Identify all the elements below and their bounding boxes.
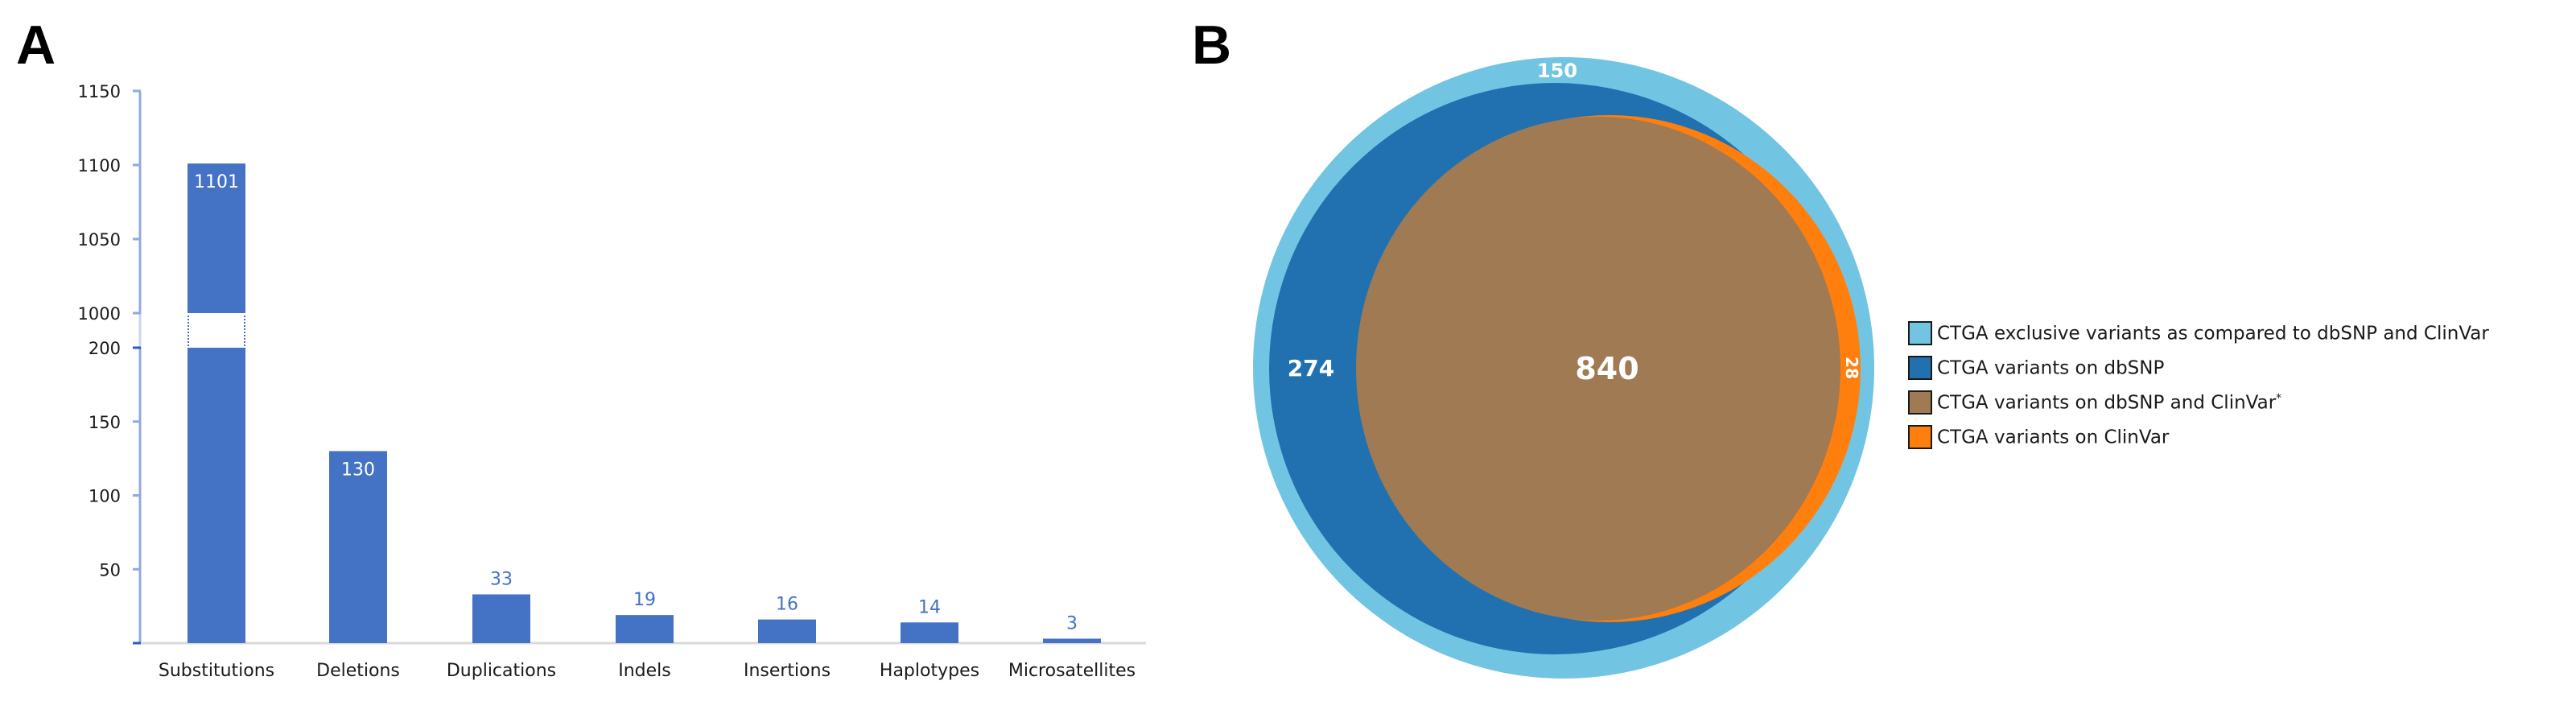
bar-duplications: 33 Duplications (447, 569, 556, 681)
x-category-label: Insertions (744, 661, 831, 681)
bar-insertions: 16 Insertions (744, 595, 831, 681)
legend-label: CTGA variants on dbSNP (1937, 357, 2165, 379)
venn-count-exclusive: 150 (1537, 60, 1577, 82)
bars-group: 1101 Substitutions 130 Deletions 33 Duplicati… (159, 163, 1136, 681)
venn-count-clinvar: 28 (1842, 357, 1861, 379)
legend-item-dbsnp: CTGA variants on dbSNP (1908, 356, 2489, 380)
venn-legend: CTGA exclusive variants as compared to d… (1908, 321, 2489, 460)
legend-item-clinvar: CTGA variants on ClinVar (1908, 425, 2489, 449)
bar-value-label: 16 (776, 595, 798, 615)
legend-swatch-dbsnp-and-clinvar (1908, 390, 1932, 415)
panel-a-label: A (16, 14, 56, 76)
y-tick-label: 1000 (78, 304, 121, 324)
panel-b-label: B (1192, 14, 1232, 76)
y-tick-label: 1150 (78, 82, 121, 101)
x-category-label: Deletions (316, 661, 400, 681)
bar-indels: 19 Indels (616, 590, 674, 681)
venn-region-exclusive (1253, 57, 1874, 679)
bar-value-label: 14 (918, 597, 941, 617)
venn-count-both: 840 (1575, 351, 1638, 386)
bar-substitutions: 1101 Substitutions (159, 163, 274, 681)
legend-label: CTGA exclusive variants as compared to d… (1937, 323, 2489, 344)
y-axis-ticks: 1150 1100 1050 1000 200 150 100 50 (78, 82, 141, 645)
legend-item-dbsnp-and-clinvar: CTGA variants on dbSNP and ClinVar* (1908, 390, 2489, 415)
legend-swatch-clinvar (1908, 425, 1932, 449)
x-category-label: Indels (618, 661, 671, 681)
y-tick-label: 200 (89, 339, 121, 358)
bar-value-label: 19 (633, 590, 656, 610)
legend-label: CTGA variants on dbSNP and ClinVar* (1937, 391, 2282, 414)
x-category-label: Haplotypes (880, 661, 979, 681)
legend-swatch-dbsnp (1908, 356, 1932, 380)
bar-microsatellites: 3 Microsatellites (1008, 613, 1136, 681)
venn-region-clinvar (1358, 115, 1861, 622)
legend-swatch-exclusive (1908, 321, 1932, 345)
legend-item-exclusive: CTGA exclusive variants as compared to d… (1908, 321, 2489, 345)
x-category-label: Microsatellites (1008, 661, 1136, 681)
bar-value-label: 3 (1066, 613, 1078, 633)
venn-region-dbsnp-and-clinvar (1356, 117, 1840, 621)
y-tick-label: 1050 (78, 230, 121, 250)
y-tick-label: 50 (99, 560, 121, 580)
venn-region-dbsnp (1269, 83, 1840, 654)
y-tick-label: 100 (89, 487, 121, 506)
bar-deletions: 130 Deletions (316, 451, 400, 681)
bar-chart: 1150 1100 1050 1000 200 150 100 50 1101 Substitu… (78, 82, 1146, 681)
y-tick-label: 150 (89, 413, 121, 432)
bar-value-label: 1101 (194, 172, 239, 192)
bar-value-label: 33 (490, 569, 513, 589)
bar-haplotypes: 14 Haplotypes (880, 597, 979, 681)
legend-label: CTGA variants on ClinVar (1937, 427, 2170, 448)
y-tick-label: 1100 (78, 156, 121, 175)
x-category-label: Duplications (447, 661, 556, 681)
x-category-label: Substitutions (159, 661, 274, 681)
venn-count-dbsnp: 274 (1288, 355, 1334, 382)
bar-value-label: 130 (341, 460, 375, 480)
